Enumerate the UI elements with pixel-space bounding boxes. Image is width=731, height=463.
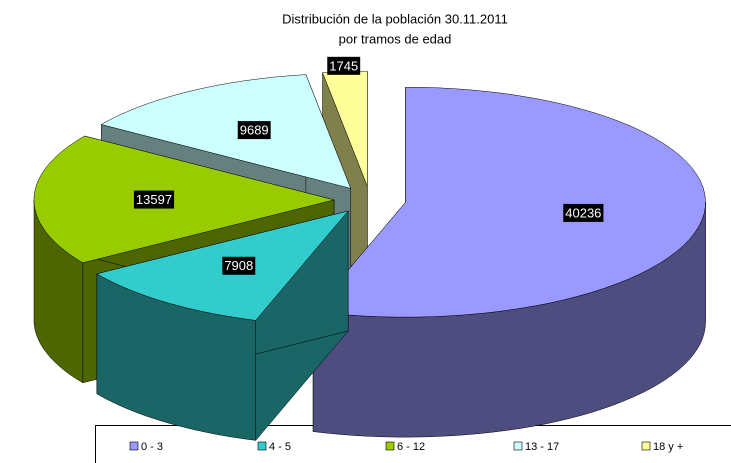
legend-swatch xyxy=(129,441,139,451)
data-label-bg xyxy=(222,256,256,275)
chart-subtitle: por tramos de edad xyxy=(339,31,452,46)
data-label: 13597 xyxy=(136,192,172,207)
data-label-bg xyxy=(133,190,175,209)
legend-swatch xyxy=(513,441,523,451)
slice-top xyxy=(312,86,706,318)
slice xyxy=(312,86,706,438)
data-label: 9689 xyxy=(240,123,269,138)
data-label-bg xyxy=(327,56,361,75)
legend-label: 6 - 12 xyxy=(397,441,425,453)
legend-swatch xyxy=(641,441,651,451)
legend-swatch xyxy=(257,441,267,451)
data-label: 7908 xyxy=(224,258,253,273)
legend-label: 0 - 3 xyxy=(141,441,163,453)
data-label-bg xyxy=(563,203,604,222)
data-label: 40236 xyxy=(565,205,601,220)
legend-label: 18 y + xyxy=(653,441,683,453)
slice-top xyxy=(100,74,352,189)
data-label: 1745 xyxy=(329,58,358,73)
legend-swatch xyxy=(385,441,395,451)
data-label-bg xyxy=(237,121,271,140)
legend-label: 4 - 5 xyxy=(269,441,291,453)
legend-label: 13 - 17 xyxy=(525,441,559,453)
chart-title: Distribución de la población 30.11.2011 xyxy=(282,11,508,26)
slice-top xyxy=(33,135,335,264)
